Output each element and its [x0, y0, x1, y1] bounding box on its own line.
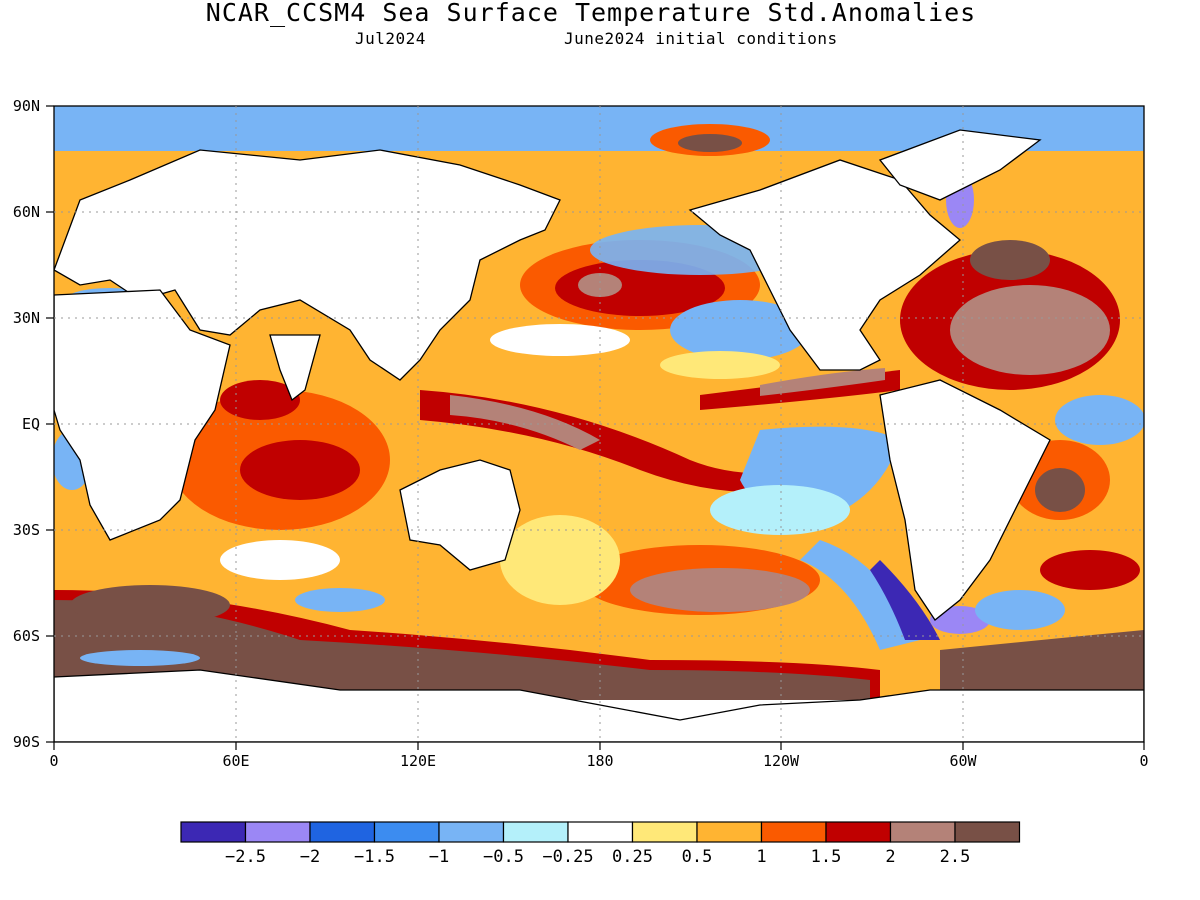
colorbar-label: −1 — [429, 847, 449, 867]
lat-tick-label: 60S — [13, 627, 40, 645]
initial-conditions-label: June2024 initial conditions — [564, 29, 838, 48]
colorbar-swatch — [438, 821, 505, 843]
colorbar-label: 0.25 — [612, 847, 653, 867]
colorbar-swatch — [696, 821, 763, 843]
lon-tick-label: 120E — [400, 752, 436, 770]
colorbar-label: −0.25 — [542, 847, 593, 867]
lon-tick-label: 60E — [222, 752, 249, 770]
colorbar-swatch — [631, 821, 698, 843]
valid-month-label: Jul2024 — [355, 29, 426, 48]
lon-tick-label: 60W — [949, 752, 977, 770]
colorbar: −2.5 −2 −1.5 −1 −0.5 −0.25 0.25 0.5 1 1.5 2 2.5 — [180, 821, 1021, 867]
lon-tick-label: 180 — [586, 752, 613, 770]
lon-tick-label: 0 — [1139, 752, 1148, 770]
colorbar-swatch — [825, 821, 892, 843]
lat-tick-label: 30S — [13, 521, 40, 539]
colorbar-swatch — [373, 821, 440, 843]
colorbar-label: −1.5 — [354, 847, 395, 867]
lon-tick-label: 0 — [49, 752, 58, 770]
map-title: NCAR_CCSM4 Sea Surface Temperature Std.A… — [205, 0, 977, 27]
colorbar-swatch — [309, 821, 376, 843]
lat-tick-label: 30N — [13, 309, 40, 327]
lat-tick-label: 90S — [13, 733, 40, 751]
colorbar-label: 1.5 — [811, 847, 842, 867]
land-mask — [54, 129, 1144, 742]
colorbar-swatch — [889, 821, 956, 843]
tick-marks — [46, 105, 1145, 750]
lat-tick-label: 60N — [13, 203, 40, 221]
colorbar-label: −2 — [300, 847, 320, 867]
colorbar-label: 2 — [885, 847, 895, 867]
colorbar-swatch — [180, 821, 247, 843]
colorbar-label: 1 — [756, 847, 766, 867]
graticule — [54, 106, 1144, 742]
lat-tick-label: EQ — [22, 415, 40, 433]
colorbar-swatch — [502, 821, 569, 843]
colorbar-label: −2.5 — [225, 847, 266, 867]
lat-tick-label: 90N — [13, 97, 40, 115]
colorbar-swatch — [567, 821, 634, 843]
colorbar-label: 0.5 — [682, 847, 713, 867]
colorbar-swatch — [954, 821, 1021, 843]
colorbar-label: 2.5 — [940, 847, 971, 867]
colorbar-swatch — [244, 821, 311, 843]
colorbar-swatch — [760, 821, 827, 843]
lon-tick-label: 120W — [763, 752, 800, 770]
colorbar-label: −0.5 — [483, 847, 524, 867]
